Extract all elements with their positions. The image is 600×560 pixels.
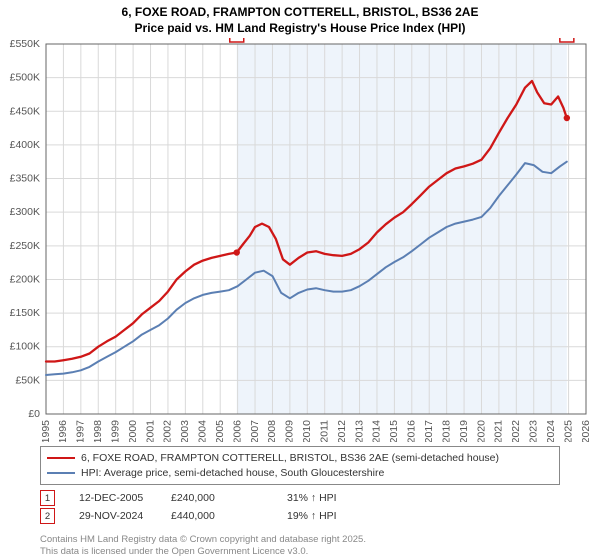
price-chart: £0 £50K £100K £150K £200K £250K £300K £350K £400… (0, 38, 600, 438)
marker-delta: 19% ↑ HPI (287, 510, 387, 522)
svg-text:2016: 2016 (406, 420, 418, 442)
footer: Contains HM Land Registry data © Crown c… (40, 534, 366, 558)
svg-text:2013: 2013 (353, 420, 365, 442)
svg-text:2023: 2023 (528, 420, 540, 442)
legend-item: HPI: Average price, semi-detached house,… (47, 466, 553, 481)
svg-text:2005: 2005 (214, 420, 226, 442)
marker-date: 12-DEC-2005 (79, 492, 165, 504)
legend-label: 6, FOXE ROAD, FRAMPTON COTTERELL, BRISTO… (81, 451, 499, 466)
legend: 6, FOXE ROAD, FRAMPTON COTTERELL, BRISTO… (40, 446, 560, 485)
svg-text:2001: 2001 (144, 420, 156, 442)
marker-price: £440,000 (171, 510, 281, 522)
svg-text:£550K: £550K (10, 38, 40, 50)
svg-text:£350K: £350K (10, 173, 40, 185)
marker-date: 29-NOV-2024 (79, 510, 165, 522)
svg-text:£0: £0 (28, 408, 40, 420)
svg-text:2010: 2010 (301, 420, 313, 442)
footer-line-1: Contains HM Land Registry data © Crown c… (40, 534, 366, 546)
marker-delta: 31% ↑ HPI (287, 492, 387, 504)
svg-text:£250K: £250K (10, 240, 40, 252)
svg-text:2022: 2022 (510, 420, 522, 442)
footer-line-2: This data is licensed under the Open Gov… (40, 546, 366, 558)
svg-text:2000: 2000 (127, 420, 139, 442)
marker-badge: 2 (40, 508, 55, 524)
marker-row: 1 12-DEC-2005 £240,000 31% ↑ HPI (40, 490, 560, 506)
svg-text:2019: 2019 (458, 420, 470, 442)
legend-swatch (47, 472, 75, 474)
svg-text:£150K: £150K (10, 307, 40, 319)
title-line-1: 6, FOXE ROAD, FRAMPTON COTTERELL, BRISTO… (0, 4, 600, 20)
svg-text:£300K: £300K (10, 206, 40, 218)
svg-text:£50K: £50K (15, 374, 40, 386)
svg-text:£450K: £450K (10, 105, 40, 117)
svg-text:1: 1 (234, 38, 240, 41)
svg-text:1996: 1996 (57, 420, 69, 442)
svg-text:2002: 2002 (162, 420, 174, 442)
svg-text:2018: 2018 (440, 420, 452, 442)
svg-text:2014: 2014 (371, 420, 383, 442)
svg-text:2024: 2024 (545, 420, 557, 442)
svg-text:2026: 2026 (580, 420, 592, 442)
marker-row: 2 29-NOV-2024 £440,000 19% ↑ HPI (40, 508, 560, 524)
svg-text:2007: 2007 (249, 420, 261, 442)
svg-text:2020: 2020 (475, 420, 487, 442)
svg-text:1998: 1998 (92, 420, 104, 442)
legend-item: 6, FOXE ROAD, FRAMPTON COTTERELL, BRISTO… (47, 451, 553, 466)
svg-text:2017: 2017 (423, 420, 435, 442)
title-line-2: Price paid vs. HM Land Registry's House … (0, 20, 600, 36)
svg-text:£200K: £200K (10, 273, 40, 285)
svg-text:2: 2 (564, 38, 570, 41)
svg-text:£100K: £100K (10, 341, 40, 353)
svg-text:2006: 2006 (231, 420, 243, 442)
legend-swatch (47, 457, 75, 459)
svg-text:1995: 1995 (40, 420, 52, 442)
svg-text:2008: 2008 (266, 420, 278, 442)
svg-text:2015: 2015 (388, 420, 400, 442)
legend-label: HPI: Average price, semi-detached house,… (81, 466, 384, 481)
svg-text:1999: 1999 (109, 420, 121, 442)
svg-text:1997: 1997 (75, 420, 87, 442)
svg-text:2003: 2003 (179, 420, 191, 442)
svg-text:2021: 2021 (493, 420, 505, 442)
svg-text:2009: 2009 (284, 420, 296, 442)
marker-price: £240,000 (171, 492, 281, 504)
marker-table: 1 12-DEC-2005 £240,000 31% ↑ HPI 2 29-NOV-202… (40, 490, 560, 526)
marker-badge: 1 (40, 490, 55, 506)
svg-text:2012: 2012 (336, 420, 348, 442)
svg-text:2025: 2025 (562, 420, 574, 442)
svg-text:2004: 2004 (197, 420, 209, 442)
svg-text:2011: 2011 (318, 420, 330, 442)
svg-text:£400K: £400K (10, 139, 40, 151)
svg-text:£500K: £500K (10, 72, 40, 84)
